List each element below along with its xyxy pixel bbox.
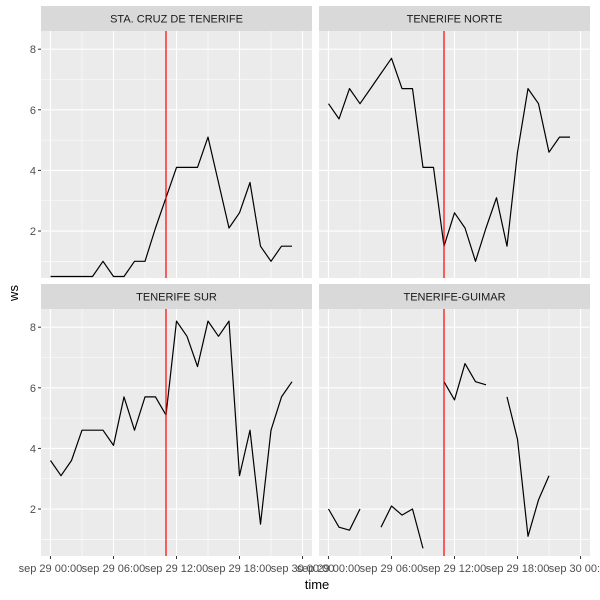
series-line [50,320,293,525]
x-tick-label: sep 29 18:00 [486,563,550,575]
x-tick-label: sep 29 06:00 [360,563,424,575]
y-tick-label: 6 [30,383,36,395]
x-tick-label: sep 29 12:00 [423,563,487,575]
series-line [380,505,424,549]
series-line [328,57,570,262]
x-tick-label: sep 29 06:00 [82,563,146,575]
panel-strip [41,6,312,31]
x-tick-label: sep 29 12:00 [145,563,209,575]
x-tick-label: sep 29 00:00 [297,563,361,575]
x-tick-label: sep 30 00:00 [271,563,335,575]
series-line [443,363,487,401]
panel: TENERIFE SUR [41,284,312,556]
y-tick-label: 4 [30,165,36,177]
series-line [327,508,361,531]
panel-strip [319,284,590,309]
series-line [506,396,550,537]
panel: TENERIFE-GUIMAR [319,284,590,556]
y-tick-label: 2 [30,226,36,238]
panel-strip [319,6,590,31]
x-tick-label: sep 29 18:00 [208,563,272,575]
x-axis-title: time [305,577,330,592]
series-line [50,136,292,278]
y-tick-label: 8 [30,322,36,334]
panel-title: STA. CRUZ DE TENERIFE [110,14,243,26]
panel: STA. CRUZ DE TENERIFE [41,6,312,278]
y-tick-label: 6 [30,105,36,117]
panel: TENERIFE NORTE [319,6,590,278]
panels-layer: STA. CRUZ DE TENERIFE TENERIFE NORTE TENER… [41,6,590,556]
x-tick-label: sep 29 00:00 [19,563,83,575]
panel-title: TENERIFE-GUIMAR [403,292,505,304]
panel-title: TENERIFE NORTE [407,14,503,26]
y-tick-label: 2 [30,504,36,516]
y-tick-label: 4 [30,443,36,455]
y-axis-title: ws [6,285,21,302]
panel-title: TENERIFE SUR [136,292,217,304]
panel-strip [41,284,312,309]
x-tick-label: sep 30 00:00 [549,563,600,575]
y-tick-label: 8 [30,44,36,56]
